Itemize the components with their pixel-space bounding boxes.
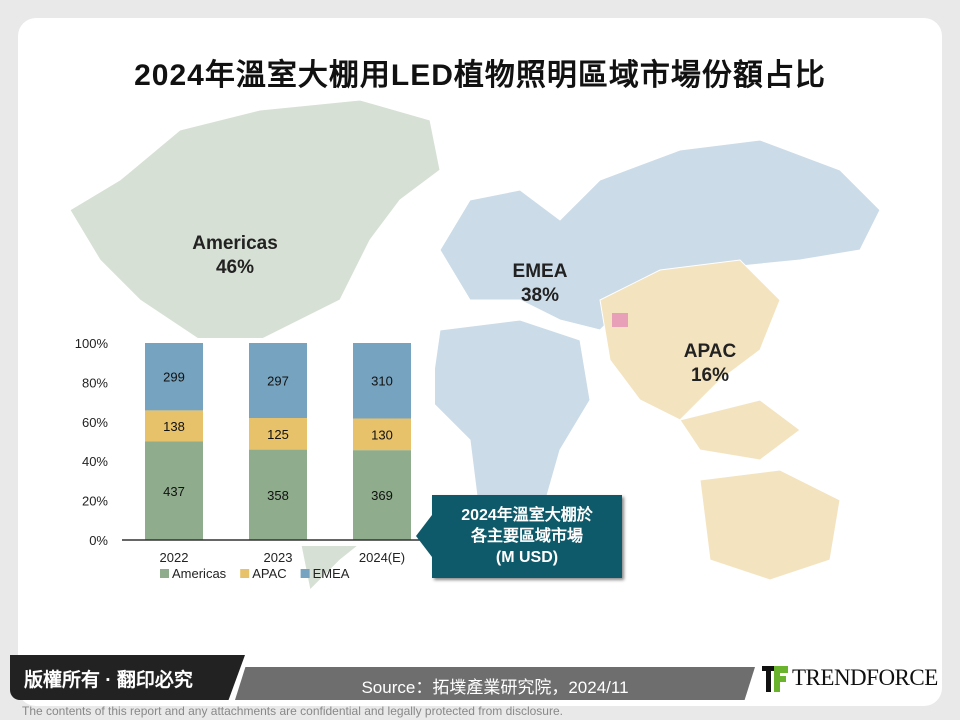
bar-segment-apac: [353, 418, 411, 451]
apac-region: [599, 259, 841, 581]
bar-segment-americas: [145, 441, 203, 540]
trendforce-logo: TRENDFORCE: [762, 664, 938, 692]
bar-segment-emea: [353, 343, 411, 419]
data-label: 310: [371, 374, 393, 389]
region-label-americas: Americas 46%: [180, 232, 290, 280]
trendforce-logo-icon: [762, 664, 788, 692]
bar-segment-emea: [249, 343, 307, 419]
legend-label: Americas: [172, 566, 227, 581]
highlight-marker: [612, 313, 628, 327]
data-label: 297: [267, 374, 289, 389]
data-label: 437: [163, 484, 185, 499]
region-share: 38%: [520, 285, 560, 306]
copyright-text: 版權所有 · 翻印必究: [24, 670, 193, 691]
y-tick-label: 40%: [82, 454, 108, 469]
chart-callout: 2024年溫室大棚於 各主要區域市場 (M USD): [416, 495, 622, 578]
y-tick-label: 0%: [89, 533, 108, 548]
y-tick-label: 60%: [82, 415, 108, 430]
legend-label: EMEA: [313, 566, 350, 581]
x-tick-label: 2024(E): [359, 550, 405, 565]
legend-swatch: [300, 569, 310, 578]
y-tick-label: 100%: [75, 336, 109, 351]
source-text: Source：拓墣產業研究院，2024/11: [361, 678, 629, 697]
region-name: APAC: [683, 341, 737, 362]
legend-swatch: [160, 569, 169, 578]
data-label: 299: [163, 370, 185, 385]
disclaimer: The contents of this report and any atta…: [22, 704, 563, 718]
legend-swatch: [240, 569, 250, 578]
bar-segment-apac: [145, 410, 203, 442]
source-bar: Source：拓墣產業研究院，2024/11: [235, 667, 755, 700]
region-share: 16%: [690, 365, 730, 386]
y-tick-label: 20%: [82, 494, 108, 509]
callout-line: 2024年溫室大棚於: [461, 507, 593, 524]
data-label: 369: [371, 488, 393, 503]
region-label-emea: EMEA 38%: [490, 260, 590, 308]
brand-name: TRENDFORCE: [792, 665, 938, 690]
region-share: 46%: [215, 257, 255, 278]
bar-segment-americas: [353, 450, 411, 540]
data-label: 358: [267, 488, 289, 503]
bar-segment-emea: [145, 343, 203, 411]
callout-line: (M USD): [495, 549, 559, 566]
data-label: 125: [267, 427, 289, 442]
bar-segment-americas: [249, 449, 307, 540]
y-tick-label: 80%: [82, 375, 108, 390]
page-title: 2024年溫室大棚用LED植物照明區域市場份額占比: [134, 59, 826, 92]
legend-label: APAC: [252, 566, 286, 581]
x-tick-label: 2022: [160, 550, 189, 565]
region-name: Americas: [192, 233, 278, 254]
data-label: 138: [163, 419, 185, 434]
data-label: 130: [371, 427, 393, 442]
bar-segment-apac: [249, 418, 307, 450]
callout-line: 各主要區域市場: [470, 528, 583, 545]
x-tick-label: 2023: [264, 550, 293, 565]
region-label-apac: APAC 16%: [665, 340, 755, 388]
region-name: EMEA: [512, 261, 568, 282]
copyright-tab: 版權所有 · 翻印必究: [10, 655, 245, 700]
